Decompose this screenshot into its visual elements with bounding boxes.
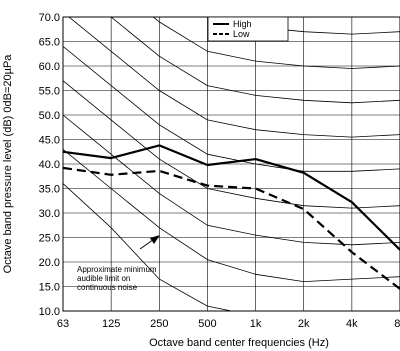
y-tick-labels: 10.0 15.0 20.0 25.0 30.0 35.0 40.0 45.0 50.0 55.0…	[39, 12, 60, 318]
reference-curve	[68, 17, 400, 138]
y-tick-label: 35.0	[39, 184, 60, 196]
legend-low-label: Low	[233, 29, 250, 39]
y-tick-label: 60.0	[39, 61, 60, 73]
annotation-line-3: continuous noise	[77, 283, 138, 292]
y-tick-label: 70.0	[39, 12, 60, 24]
y-tick-label: 30.0	[39, 208, 60, 220]
y-tick-label: 40.0	[39, 159, 60, 171]
x-tick-labels: 63 125 250 500 1k 2k 4k 8k	[57, 318, 400, 330]
legend-box	[207, 16, 289, 42]
x-tick-label: 4k	[346, 318, 358, 330]
y-axis-label: Octave band pressure level (dB) 0dB=20µP…	[2, 54, 14, 274]
x-tick-label: 500	[198, 318, 216, 330]
x-tick-label: 8k	[394, 318, 400, 330]
y-tick-label: 25.0	[39, 233, 60, 245]
y-tick-label: 15.0	[39, 282, 60, 294]
series-line-high	[63, 144, 400, 251]
legend-high-label: High	[233, 19, 252, 29]
annotation-arrowhead	[150, 235, 160, 244]
y-tick-label: 45.0	[39, 135, 60, 147]
y-tick-label: 20.0	[39, 257, 60, 269]
annotation-line-1: Approximate minimum	[77, 265, 157, 274]
x-tick-label: 2k	[298, 318, 310, 330]
y-tick-label: 55.0	[39, 86, 60, 98]
x-tick-label: 125	[102, 318, 120, 330]
reference-curve	[63, 148, 400, 283]
reference-curve	[63, 80, 400, 209]
x-tick-label: 250	[150, 318, 168, 330]
reference-curve	[152, 17, 400, 69]
x-tick-label: 63	[57, 318, 69, 330]
reference-curve	[110, 17, 400, 104]
plot-area	[62, 16, 400, 312]
y-tick-label: 50.0	[39, 110, 60, 122]
reference-curve	[63, 46, 400, 172]
annotation-line-2: audible limit on	[77, 274, 130, 283]
legend: High Low	[207, 16, 289, 42]
reference-curves	[63, 17, 400, 311]
x-tick-label: 1k	[250, 318, 262, 330]
x-axis-label: Octave band center frequencies (Hz)	[149, 337, 329, 349]
reference-curve	[63, 183, 234, 311]
y-tick-label: 65.0	[39, 37, 60, 49]
annotation: Approximate minimum audible limit on con…	[77, 235, 160, 292]
y-tick-label: 10.0	[39, 306, 60, 318]
series-line-low	[63, 166, 400, 290]
data-series	[63, 144, 400, 290]
